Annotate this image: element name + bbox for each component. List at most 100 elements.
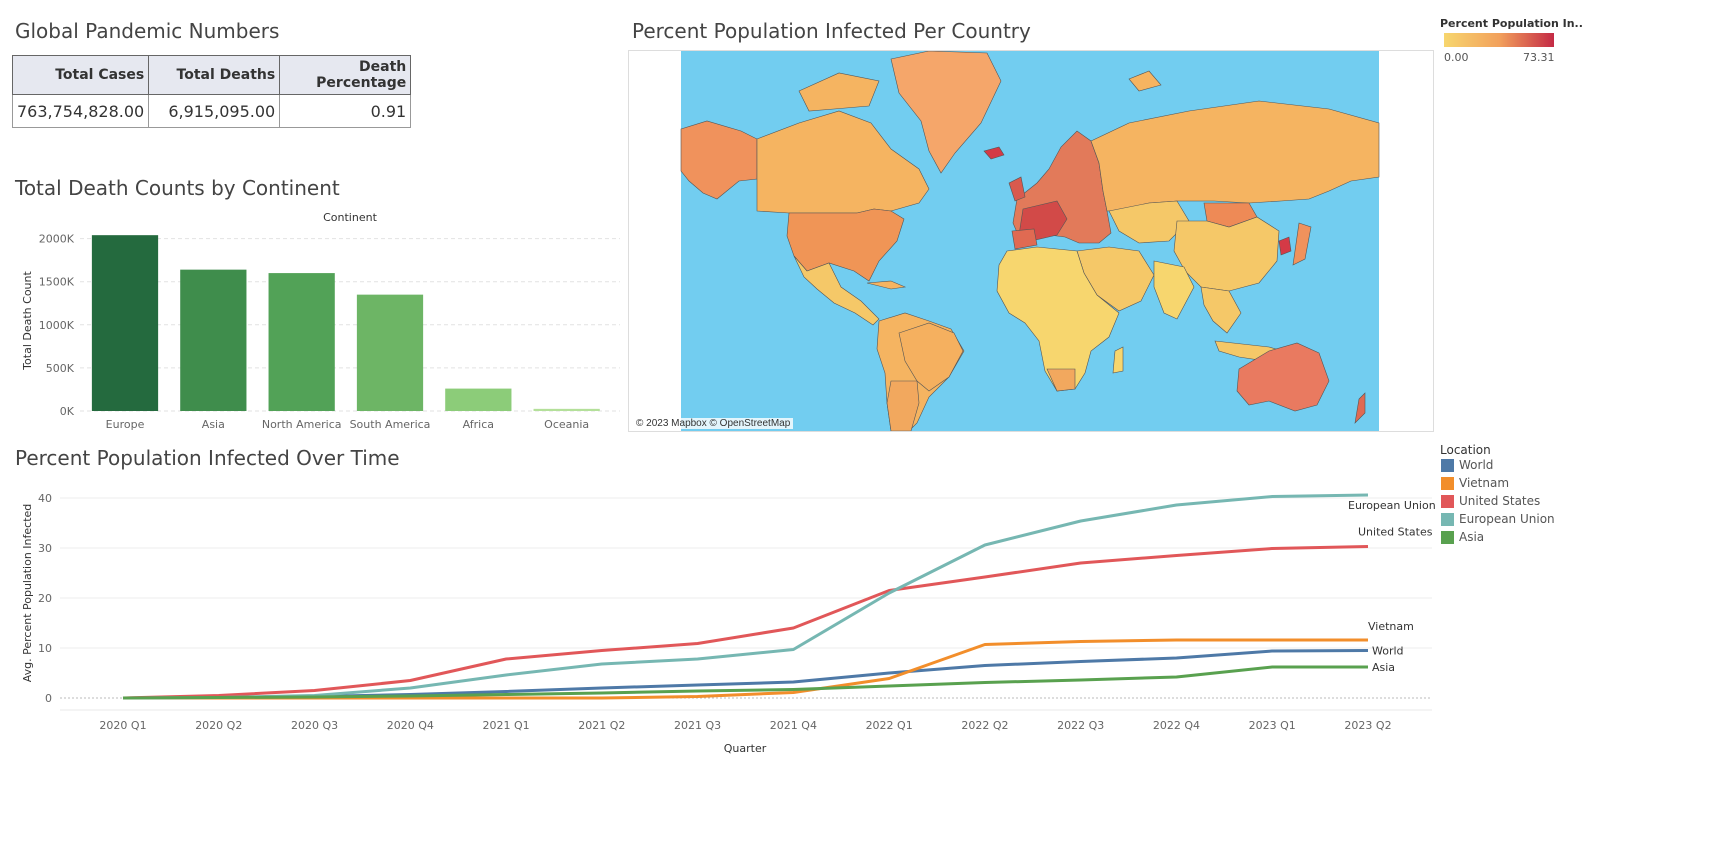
- country-australia: [1236, 342, 1330, 412]
- legend-item-asia[interactable]: Asia: [1441, 530, 1484, 544]
- legend-swatch-united-states: [1441, 495, 1454, 508]
- line-x-tick-label: 2022 Q2: [961, 719, 1008, 732]
- bar-x-tick-label: North America: [262, 418, 342, 431]
- legend-label-european-union: European Union: [1459, 512, 1555, 526]
- bar-chart-title: Total Death Counts by Continent: [15, 176, 340, 200]
- country-india: [1153, 260, 1195, 320]
- continent-africa: [996, 246, 1120, 392]
- world-map[interactable]: [629, 51, 1433, 431]
- line-y-axis-label: Avg. Percent Population Infected: [21, 504, 34, 683]
- legend-swatch-asia: [1441, 531, 1454, 544]
- kpi-title: Global Pandemic Numbers: [15, 19, 280, 43]
- legend-item-world[interactable]: World: [1441, 458, 1493, 472]
- kpi-table: Total Cases Total Deaths Death Percentag…: [11, 55, 412, 128]
- country-canada-islands: [798, 72, 880, 112]
- series-end-label-world: World: [1372, 645, 1404, 658]
- map-attribution[interactable]: © 2023 Mapbox © OpenStreetMap: [633, 418, 794, 429]
- series-end-label-asia: Asia: [1372, 661, 1395, 674]
- line-x-tick-label: 2020 Q1: [99, 719, 146, 732]
- value-total-cases: 763,754,828.00: [11, 94, 150, 128]
- region-russia-arctic: [1128, 70, 1162, 92]
- line-chart-title: Percent Population Infected Over Time: [15, 446, 400, 470]
- legend-swatch-vietnam: [1441, 477, 1454, 490]
- legend-label-united-states: United States: [1459, 494, 1541, 508]
- country-madagascar: [1112, 346, 1124, 374]
- line-y-tick-label: 0: [45, 692, 52, 705]
- header-death-percentage[interactable]: Death Percentage: [279, 55, 412, 95]
- series-end-label-united-states: United States: [1358, 526, 1433, 539]
- line-x-tick-label: 2023 Q2: [1344, 719, 1391, 732]
- line-chart: 0 10 20 30 40 2020 Q1 2020 Q2 2020 Q3 2020 Q4 202…: [21, 492, 1436, 755]
- bar-y-tick-label: 1500K: [39, 276, 75, 289]
- line-x-tick-label: 2021 Q1: [482, 719, 529, 732]
- country-iceland: [983, 146, 1005, 160]
- line-x-tick-label: 2022 Q3: [1057, 719, 1104, 732]
- line-y-tick-label: 20: [38, 592, 52, 605]
- line-x-tick-label: 2023 Q1: [1249, 719, 1296, 732]
- line-x-tick-label: 2021 Q3: [674, 719, 721, 732]
- bar-x-tick-label: South America: [350, 418, 431, 431]
- line-x-tick-label: 2021 Q4: [770, 719, 817, 732]
- line-x-tick-label: 2022 Q4: [1153, 719, 1200, 732]
- bar-y-axis-label: Total Death Count: [21, 271, 34, 371]
- country-spain: [1011, 228, 1038, 250]
- bar-y-tick-label: 2000K: [39, 233, 75, 246]
- region-caribbean: [866, 280, 907, 290]
- line-x-tick-label: 2020 Q2: [195, 719, 242, 732]
- country-korea: [1278, 236, 1292, 256]
- map-legend-gradient: [1444, 33, 1554, 47]
- line-x-tick-label: 2020 Q3: [291, 719, 338, 732]
- bar-africa: [445, 388, 512, 411]
- line-y-tick-label: 30: [38, 542, 52, 555]
- country-alaska: [680, 120, 758, 200]
- country-south-africa: [1046, 368, 1076, 392]
- country-greenland: [890, 51, 1002, 174]
- line-x-tick-label: 2022 Q1: [866, 719, 913, 732]
- country-argentina-chile: [886, 380, 920, 431]
- legend-item-european-union[interactable]: European Union: [1441, 512, 1555, 526]
- bar-x-tick-label: Asia: [202, 418, 225, 431]
- series-end-label-vietnam: Vietnam: [1368, 620, 1414, 633]
- map-frame: © 2023 Mapbox © OpenStreetMap: [628, 50, 1434, 432]
- country-brazil: [898, 322, 964, 392]
- line-x-tick-label: 2020 Q4: [387, 719, 434, 732]
- map-title: Percent Population Infected Per Country: [632, 19, 1031, 43]
- map-legend-max: 73.31: [1523, 51, 1555, 64]
- legend-label-world: World: [1459, 458, 1494, 472]
- bar-y-tick-label: 1000K: [39, 319, 75, 332]
- country-japan: [1292, 222, 1312, 266]
- header-total-deaths[interactable]: Total Deaths: [148, 55, 281, 95]
- bar-north-america: [268, 273, 335, 411]
- bar-chart: Continent 0K 500K 1000K 1500K 2000K Total Deat…: [21, 211, 620, 431]
- line-x-axis-label: Quarter: [724, 742, 767, 755]
- country-mexico: [793, 255, 880, 326]
- bar-x-tick-label: Europe: [106, 418, 145, 431]
- series-end-label-european-union: European Union: [1348, 499, 1436, 512]
- legend-item-united-states[interactable]: United States: [1441, 494, 1540, 508]
- bar-x-tick-label: Oceania: [544, 418, 589, 431]
- value-death-percentage: 0.91: [279, 94, 412, 128]
- line-x-tick-label: 2021 Q2: [578, 719, 625, 732]
- bar-south-america: [356, 294, 424, 411]
- region-southeast-asia: [1200, 286, 1242, 334]
- legend-item-vietnam[interactable]: Vietnam: [1441, 476, 1509, 490]
- value-total-deaths: 6,915,095.00: [148, 94, 281, 128]
- line-legend-title: Location: [1440, 443, 1491, 457]
- bar-oceania: [533, 408, 600, 411]
- bar-europe: [91, 235, 159, 411]
- map-legend-title: Percent Population In..: [1440, 17, 1583, 30]
- series-line-european-union: [122, 493, 1369, 700]
- line-y-tick-label: 10: [38, 642, 52, 655]
- series-line-asia: [122, 665, 1368, 700]
- country-uk: [1008, 176, 1026, 202]
- bar-chart-header: Continent: [323, 211, 377, 224]
- bar-y-tick-label: 500K: [46, 362, 75, 375]
- series-line-united-states: [122, 545, 1369, 700]
- legend-swatch-european-union: [1441, 513, 1454, 526]
- legend-swatch-world: [1441, 459, 1454, 472]
- header-total-cases[interactable]: Total Cases: [11, 55, 150, 95]
- legend-label-asia: Asia: [1459, 530, 1485, 544]
- bar-y-tick-label: 0K: [60, 405, 75, 418]
- legend-label-vietnam: Vietnam: [1459, 476, 1510, 490]
- bar-x-tick-label: Africa: [463, 418, 494, 431]
